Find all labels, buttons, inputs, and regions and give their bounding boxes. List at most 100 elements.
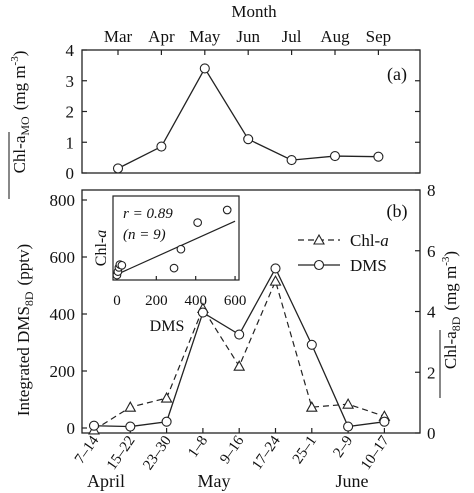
dms-point — [88, 420, 100, 431]
inset-n-annotation: (n = 9) — [123, 227, 166, 243]
inset-plot — [112, 205, 236, 280]
legend-dms-marker — [313, 259, 325, 271]
panel-b-right-ylabel-unit: (mg m — [441, 266, 460, 311]
panel-b-left-ytick-label: 200 — [50, 362, 76, 381]
dms-point — [306, 339, 317, 350]
panel-a-label: (a) — [387, 64, 407, 85]
dms-point — [379, 416, 390, 427]
date-tick-label: 9–16 — [217, 433, 248, 467]
inset-r-annotation: r = 0.89 — [123, 206, 173, 222]
month-tick-label: Jul — [282, 27, 302, 46]
month-tick-label: Mar — [104, 27, 133, 46]
date-tick-label: 17–24 — [249, 433, 284, 473]
month-axis-title: Month — [231, 2, 277, 21]
panel-a-ylabel-unit: (mg m — [10, 65, 29, 110]
month-tick-label: Aug — [320, 27, 350, 46]
dms-point — [343, 421, 354, 432]
panel-b-left-ytick-label: 0 — [67, 419, 76, 438]
svg-text:Chl-aMO(mg m-3): Chl-aMO (mg m-3) — [9, 51, 32, 174]
panel-a-ticks — [82, 49, 420, 174]
inset-point — [169, 263, 179, 273]
panel-a-ytick-label: 3 — [66, 72, 75, 91]
inset-xtick-label: 600 — [224, 293, 247, 309]
month-tick-label: Jun — [236, 27, 260, 46]
panel-b-right-ytick-label: 6 — [427, 242, 436, 261]
svg-text:Chl-a8D(mg m-3): Chl-a8D (mg m-3) — [440, 251, 463, 369]
legend-chl-label: Chl- — [350, 231, 381, 250]
panel-b-right-tick-labels: 0 2 4 6 8 — [427, 181, 436, 443]
chl-a-point — [124, 401, 137, 412]
chl-a-point — [160, 391, 173, 403]
inset-xtick-label: 0 — [113, 293, 121, 309]
inset-xlabel: DMS — [150, 318, 185, 335]
svg-text:Chl-a: Chl-a — [93, 230, 110, 266]
panel-a-ytick-labels: 0 1 2 3 4 — [66, 41, 75, 183]
panel-b-right-ylabel-exp: -3 — [440, 256, 452, 266]
dms-point — [197, 307, 208, 318]
panel-b-date-tick-labels: 7–14 15–22 23–30 1–8 9–16 17–24 25–1 2–9 10–17 — [72, 433, 393, 473]
month-label: April — [87, 471, 125, 491]
inset-fit-line — [116, 220, 236, 275]
date-tick-label: 7–14 — [72, 433, 103, 467]
panel-a-point — [286, 155, 297, 166]
chl-a-point — [342, 398, 355, 409]
panel-b-left-ytick-label: 800 — [50, 191, 76, 210]
panel-b-right-ylabel: Chl-a8D (mg m-3) — [439, 251, 463, 398]
month-label: June — [336, 471, 369, 491]
panel-a-point — [199, 63, 210, 74]
month-tick-labels: Mar Apr May Jun Jul Aug Sep — [104, 27, 391, 46]
panel-b-right-ylabel-main: Chl-a — [441, 331, 460, 369]
panel-b-left-ylabel-unit: (pptv) — [14, 244, 33, 286]
svg-text:Integrated DMS8D(pptv): Integrated DMS8D (pptv) — [14, 244, 36, 416]
panel-a-ylabel-exp: -3 — [9, 56, 21, 66]
chl-a-point — [233, 360, 246, 371]
panel-b: 0 200 400 600 800 0 2 4 6 8 7–14 15–22 23–30 1–8 9–1… — [14, 181, 463, 491]
panel-b-right-ytick-label: 0 — [427, 424, 436, 443]
legend-chl-marker — [313, 233, 325, 245]
panel-a-ytick-label: 4 — [66, 41, 75, 60]
panel-a-line — [117, 67, 379, 169]
panel-a-point — [243, 134, 254, 145]
legend: Chl-a DMS — [298, 231, 389, 275]
panel-a-ytick-label: 2 — [66, 103, 75, 122]
dms-point — [270, 263, 281, 274]
inset-scatter: 0 200 400 600 DMS Chl-a r = 0.89 (n = 9) — [93, 195, 246, 335]
legend-chl-italic: a — [380, 231, 389, 250]
panel-a-ylabel-close: ) — [10, 51, 29, 57]
panel-b-left-ytick-label: 600 — [50, 248, 76, 267]
panel-b-right-ytick-label: 2 — [427, 363, 436, 382]
panel-a-point — [329, 151, 341, 162]
panel-a-frame — [81, 49, 421, 174]
panel-a-point — [156, 141, 167, 152]
legend-dms-label: DMS — [350, 256, 387, 275]
date-tick-label: 25–1 — [290, 433, 320, 467]
panel-a-point — [373, 151, 384, 162]
chl-a-point — [269, 274, 282, 286]
panel-a-point — [112, 163, 124, 174]
panel-b-series — [88, 263, 391, 435]
panel-b-month-labels: April May June — [87, 471, 369, 491]
dms-point — [161, 416, 172, 427]
panel-b-right-ytick-label: 4 — [427, 303, 436, 322]
date-tick-label: 2–9 — [330, 433, 356, 461]
panel-b-left-ylabel: Integrated DMS8D (pptv) — [14, 244, 36, 416]
panel-a-ylabel: Chl-aMO (mg m-3) — [8, 51, 32, 199]
inset-xtick-label: 400 — [184, 293, 207, 309]
panel-a-ylabel-sub: MO — [18, 116, 32, 136]
month-tick-label: Sep — [366, 27, 392, 46]
inset-xtick-label: 200 — [145, 293, 168, 309]
inset-xtick-labels: 0 200 400 600 — [113, 293, 246, 309]
date-tick-label: 23–30 — [140, 433, 175, 473]
legend-chl-text: Chl-a — [350, 231, 389, 250]
inset-point — [193, 218, 203, 227]
dms-point — [234, 329, 245, 340]
inset-ylabel-italic: a — [93, 230, 110, 238]
inset-ylabel: Chl-a — [93, 230, 110, 266]
date-tick-label: 15–22 — [104, 433, 139, 473]
panel-a-ytick-label: 1 — [66, 133, 75, 152]
panel-b-right-ytick-label: 8 — [427, 181, 436, 200]
panel-a-ytick-label: 0 — [66, 164, 75, 183]
date-tick-label: 10–17 — [358, 433, 393, 473]
month-label: May — [198, 471, 231, 491]
